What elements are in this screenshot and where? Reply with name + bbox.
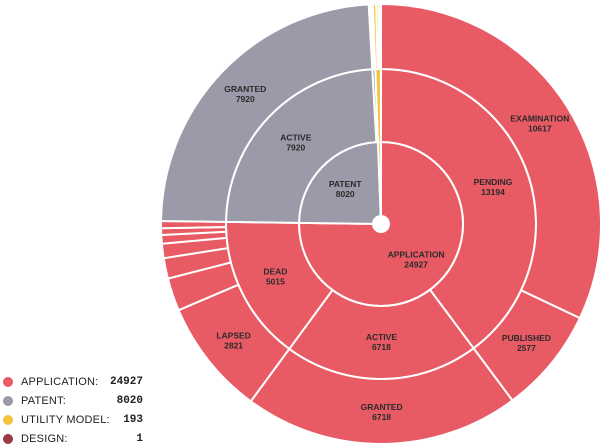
legend-item-patent[interactable]: PATENT: 8020 — [3, 391, 143, 410]
center-hub — [372, 215, 390, 233]
legend-dot-patent — [3, 396, 13, 406]
legend-dot-application — [3, 377, 13, 387]
legend-value: 193 — [123, 414, 143, 426]
legend-name: PATENT: — [21, 395, 117, 407]
legend-value: 24927 — [110, 376, 143, 388]
legend-name: APPLICATION: — [21, 376, 110, 388]
legend-value: 1 — [136, 433, 143, 445]
legend-item-design[interactable]: DESIGN: 1 — [3, 429, 143, 448]
legend-dot-design — [3, 434, 13, 444]
legend-value: 8020 — [117, 395, 143, 407]
legend-name: UTILITY MODEL: — [21, 414, 123, 426]
legend-item-application[interactable]: APPLICATION: 24927 — [3, 372, 143, 391]
legend-item-utility-model[interactable]: UTILITY MODEL: 193 — [3, 410, 143, 429]
legend-name: DESIGN: — [21, 433, 136, 445]
legend: APPLICATION: 24927 PATENT: 8020 UTILITY … — [3, 372, 143, 448]
legend-dot-utility-model — [3, 415, 13, 425]
